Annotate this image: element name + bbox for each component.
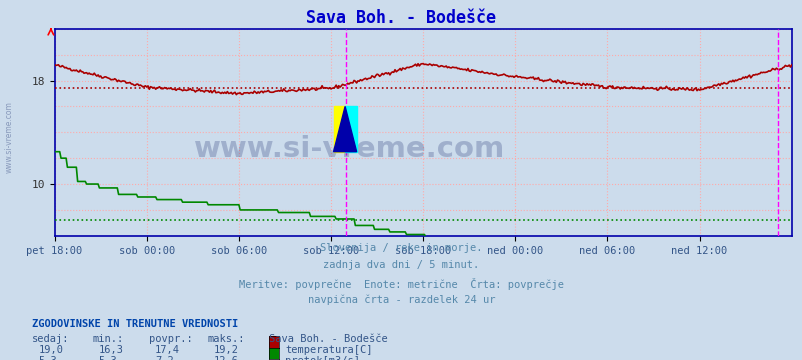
Text: www.si-vreme.com: www.si-vreme.com [193,135,504,163]
Text: 7,2: 7,2 [155,356,173,360]
Text: Sava Boh. - Bodešče: Sava Boh. - Bodešče [306,9,496,27]
Text: Slovenija / reke in morje.: Slovenija / reke in morje. [320,243,482,253]
Bar [333,107,345,152]
Text: 5,3: 5,3 [38,356,57,360]
Text: Meritve: povprečne  Enote: metrične  Črta: povprečje: Meritve: povprečne Enote: metrične Črta:… [239,278,563,289]
Text: 12,6: 12,6 [213,356,238,360]
Text: 16,3: 16,3 [99,345,124,355]
Text: pretok[m3/s]: pretok[m3/s] [285,356,359,360]
Text: navpična črta - razdelek 24 ur: navpična črta - razdelek 24 ur [307,295,495,305]
Text: 5,3: 5,3 [99,356,117,360]
Text: 17,4: 17,4 [155,345,180,355]
Text: 19,2: 19,2 [213,345,238,355]
Text: maks.:: maks.: [207,334,245,344]
Bar [345,107,356,152]
Text: sedaj:: sedaj: [32,334,70,344]
Polygon shape [333,107,356,152]
Text: ZGODOVINSKE IN TRENUTNE VREDNOSTI: ZGODOVINSKE IN TRENUTNE VREDNOSTI [32,319,238,329]
Text: Sava Boh. - Bodešče: Sava Boh. - Bodešče [269,334,387,344]
Text: zadnja dva dni / 5 minut.: zadnja dva dni / 5 minut. [323,260,479,270]
Text: 19,0: 19,0 [38,345,63,355]
Text: povpr.:: povpr.: [148,334,192,344]
Text: temperatura[C]: temperatura[C] [285,345,372,355]
Text: www.si-vreme.com: www.si-vreme.com [5,101,14,173]
Text: min.:: min.: [92,334,124,344]
